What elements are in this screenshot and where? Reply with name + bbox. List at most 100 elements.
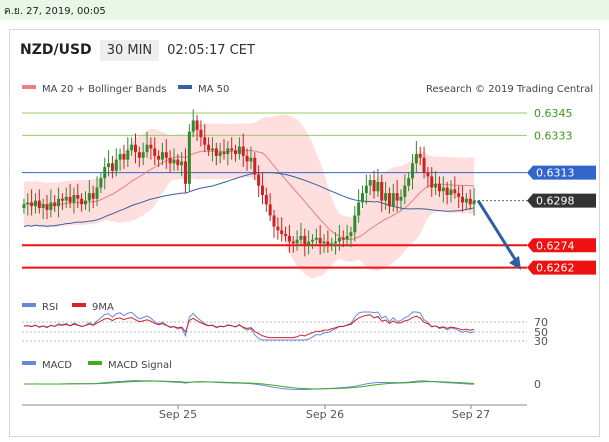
candle-body (318, 237, 322, 244)
candle-body (218, 152, 222, 156)
candle-body (280, 230, 284, 235)
candle-body (153, 148, 157, 156)
candle-body (295, 239, 299, 244)
candle-body (384, 193, 388, 201)
candle-body (249, 157, 253, 162)
candle-body (472, 200, 476, 205)
candle-body (422, 157, 426, 173)
level-label: 0.6298 (536, 195, 575, 208)
candle-body (214, 148, 218, 156)
candle-body (26, 202, 30, 205)
candle-body (341, 237, 345, 240)
legend-ma50-swatch (178, 85, 192, 89)
candle-body (257, 174, 261, 186)
rsi-line (23, 311, 475, 341)
candle-body (376, 181, 380, 192)
legend-ma50-label: MA 50 (198, 84, 229, 95)
candle-body (230, 148, 234, 151)
price-plot: 0.6345 0.6333 0.6313 0.6298 0.6274 0.6262 (22, 107, 596, 279)
candle-body (449, 189, 453, 195)
candle-body (322, 241, 326, 244)
candle-body (49, 202, 53, 210)
candle-body (22, 204, 26, 209)
legend-bb-label: MA 20 + Bollinger Bands (42, 84, 166, 95)
candle-body (464, 198, 468, 203)
legend-macd-swatch (22, 361, 36, 365)
candle-body (83, 200, 87, 205)
candle-body (287, 235, 291, 242)
candle-body (176, 159, 180, 166)
candle-body (53, 202, 57, 207)
rsi-ma-line (23, 314, 475, 339)
candle-body (345, 235, 349, 240)
candle-body (357, 202, 361, 216)
rsi-tick-label: 50 (534, 326, 548, 339)
candle-body (80, 198, 84, 205)
candle-body (349, 232, 353, 236)
candle-body (122, 154, 126, 160)
candle-body (437, 183, 441, 192)
candle-body (245, 155, 249, 162)
candle-body (441, 187, 445, 192)
timeframe-badge[interactable]: 30 MIN (99, 39, 160, 61)
macd-line (23, 380, 475, 390)
candle-body (361, 193, 364, 203)
candle-body (418, 154, 422, 158)
candle-body (203, 137, 207, 145)
candle-body (95, 187, 99, 199)
candle-body (145, 144, 149, 153)
candle-body (157, 155, 161, 160)
legend-rsi-ma-label: 9MA (92, 302, 114, 313)
forecast-arrowhead (509, 255, 521, 270)
candle-body (260, 185, 264, 195)
candle-body (226, 148, 230, 155)
candle-body (141, 152, 145, 158)
candle-body (403, 185, 407, 197)
candle-body (414, 154, 418, 164)
level-badge (527, 238, 596, 253)
candle-body (395, 193, 399, 201)
x-tick-label: Sep 25 (159, 408, 197, 421)
candle-body (426, 172, 430, 177)
candle-body (399, 196, 403, 201)
level-label: 0.6333 (534, 129, 573, 142)
candle-body (364, 185, 368, 194)
candle-body (149, 144, 153, 149)
candle-body (110, 163, 114, 171)
candle-body (330, 243, 334, 246)
forecast-arrow (476, 199, 520, 265)
candle-body (99, 178, 103, 188)
candle-body (326, 241, 330, 246)
candle-body (353, 215, 357, 233)
bollinger-band (23, 114, 475, 279)
candle-body (434, 183, 438, 188)
level-label: 0.6313 (536, 167, 575, 180)
candle-body (461, 196, 465, 203)
candle-body (33, 200, 37, 207)
legend: MA 20 + Bollinger Bands MA 50 Research ©… (22, 84, 593, 95)
x-tick-label: Sep 26 (306, 408, 344, 421)
legend-rsi-swatch (22, 303, 36, 307)
candle-body (268, 204, 272, 216)
candle-body (453, 189, 457, 194)
candle-body (264, 195, 268, 205)
ma20-line (23, 149, 475, 240)
candle-body (91, 193, 95, 199)
credit: Research © 2019 Trading Central (426, 84, 593, 95)
level-badge (527, 165, 596, 180)
candle-body (387, 193, 391, 207)
level-label: 0.6274 (536, 239, 575, 252)
candle-body (87, 193, 91, 201)
candle-body (103, 167, 107, 179)
candle-body (160, 152, 164, 160)
candle-body (299, 235, 303, 240)
level-badge (527, 193, 596, 208)
legend-bb-swatch (22, 85, 36, 89)
candle-body (195, 120, 199, 130)
candle-body (57, 198, 61, 207)
candle-body (391, 193, 395, 207)
candle-body (430, 176, 434, 188)
timestamp-bar: ค.ย. 27, 2019, 00:05 (0, 0, 609, 20)
